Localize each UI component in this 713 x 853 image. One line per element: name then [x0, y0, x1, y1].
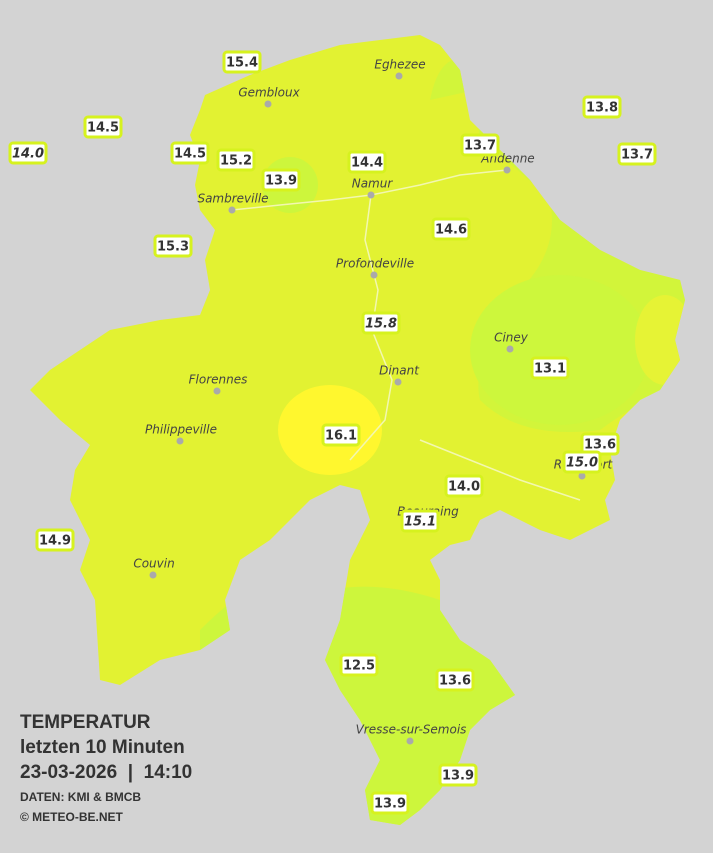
- station-value: 14.5: [87, 121, 119, 136]
- station-value: 13.6: [584, 438, 616, 453]
- station-box: [321, 423, 361, 447]
- station-value: 14.0: [12, 147, 44, 162]
- station-value: 13.1: [534, 362, 566, 377]
- river: [419, 439, 581, 501]
- city-dot: [406, 737, 414, 745]
- station-value: 12.5: [343, 659, 375, 674]
- cities: EghezeeGemblouxAndenneNamurSambrevillePr…: [133, 58, 614, 745]
- city-label: Sambreville: [197, 192, 268, 206]
- station-value: 15.2: [220, 154, 252, 169]
- city-dot: [370, 271, 378, 279]
- legend-title: TEMPERATUR: [20, 712, 151, 733]
- station-box: [370, 791, 410, 815]
- city-dot: [367, 191, 375, 199]
- station-value: 13.7: [464, 139, 496, 154]
- station-value: 14.4: [351, 156, 383, 171]
- stations: 15.4 14.5 14.0 14.5 15.2 13.9 14.4 13.7 13.8 13.7…: [8, 50, 657, 815]
- city-dot: [394, 378, 402, 386]
- city-label: Namur: [352, 177, 394, 191]
- station-value: 14.9: [39, 534, 71, 549]
- station-value: 13.9: [374, 797, 406, 812]
- station-value: 13.6: [439, 674, 471, 689]
- station-box: [438, 763, 478, 787]
- station-value: 15.8: [365, 317, 397, 332]
- station-box: [444, 474, 484, 498]
- station-value: 13.7: [621, 148, 653, 163]
- station-box: [431, 217, 471, 241]
- city-label: Dinant: [379, 364, 420, 378]
- station-box: [361, 311, 401, 335]
- station-value: 13.9: [265, 174, 297, 189]
- city-label: Ciney: [494, 331, 529, 345]
- city-dot: [228, 206, 236, 214]
- station-value: 13.8: [586, 101, 618, 116]
- city-label: Vresse-sur-Semois: [356, 723, 467, 737]
- station-value: 15.0: [566, 456, 598, 471]
- legend-source: DATEN: KMI & BMCB: [20, 790, 141, 804]
- station-value: 14.5: [174, 147, 206, 162]
- station-box: [35, 528, 75, 552]
- city-label: Profondeville: [336, 257, 414, 271]
- station-value: 15.4: [226, 56, 258, 71]
- station-box: [170, 141, 210, 165]
- zone: [470, 275, 650, 425]
- city-dot: [213, 387, 221, 395]
- station-value: 16.1: [325, 429, 357, 444]
- station-box: [8, 141, 48, 165]
- station-box: [582, 95, 622, 119]
- city-label: Florennes: [189, 373, 248, 387]
- station-box: [435, 668, 475, 692]
- station-value: 14.0: [448, 480, 480, 495]
- city-dot: [176, 437, 184, 445]
- station-box: [222, 50, 262, 74]
- station-value: 13.9: [442, 769, 474, 784]
- station-box: [153, 234, 193, 258]
- station-box: [530, 356, 570, 380]
- station-box: [216, 148, 256, 172]
- city-dot: [578, 472, 586, 480]
- station-value: 14.6: [435, 223, 467, 238]
- station-box: [347, 150, 387, 174]
- city-label: Eghezee: [374, 58, 425, 72]
- city-label: Gembloux: [238, 86, 300, 100]
- city-dot: [503, 166, 511, 174]
- station-box: [261, 168, 301, 192]
- city-dot: [149, 571, 157, 579]
- station-box: [339, 653, 379, 677]
- city-label: Couvin: [133, 557, 174, 571]
- legend-copyright: © METEO-BE.NET: [20, 810, 124, 824]
- city-dot: [506, 345, 514, 353]
- station-value: 15.1: [404, 515, 436, 530]
- legend-datetime: 23-03-2026 | 14:10: [20, 762, 192, 783]
- station-value: 15.3: [157, 240, 189, 255]
- city-label: Philippeville: [145, 423, 217, 437]
- station-box: [400, 509, 440, 533]
- station-box: [617, 142, 657, 166]
- station-box: [83, 115, 123, 139]
- legend-period: letzten 10 Minuten: [20, 737, 185, 758]
- station-box: [562, 450, 602, 474]
- city-dot: [395, 72, 403, 80]
- station-box: [460, 133, 500, 157]
- city-dot: [264, 100, 272, 108]
